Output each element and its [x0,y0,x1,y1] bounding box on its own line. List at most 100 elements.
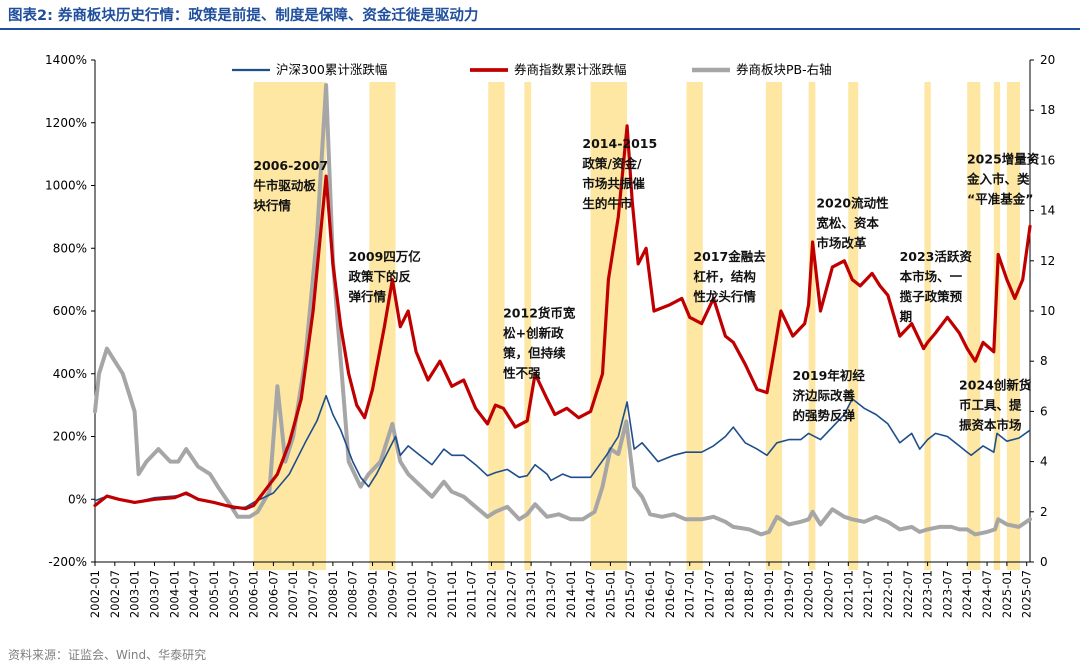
chart-title: 图表2: 券商板块历史行情：政策是前提、制度是保障、资金迁徙是驱动力 [8,8,479,24]
annotation-line: 松+创新政 [503,325,564,340]
x-tick-label: 2020-07 [821,570,835,618]
annotation-line: 济边际改善 [793,388,856,403]
x-tick-label: 2018-07 [742,570,756,618]
legend-label-pb: 券商板块PB-右轴 [736,62,832,77]
x-tick-label: 2006-01 [247,570,261,618]
y-right-tick-label: 18 [1040,103,1055,117]
annotation-line: 弹行情 [348,289,386,304]
x-tick-label: 2014-07 [584,570,598,618]
x-tick-label: 2009-01 [366,570,380,618]
x-tick-label: 2022-07 [901,570,915,618]
x-tick-label: 2005-01 [207,570,221,618]
y-right-tick-label: 16 [1040,153,1055,167]
x-tick-label: 2017-01 [683,570,697,618]
x-tick-label: 2019-07 [782,570,796,618]
annotation-line: 市场共振催 [582,176,645,191]
annotation-line: 块行情 [253,198,291,213]
x-tick-label: 2006-07 [266,570,280,618]
annotation-line: 2025增量资 [967,152,1040,167]
shaded-periods [253,82,1020,570]
source-note: 资料来源：证监会、Wind、华泰研究 [8,648,207,662]
x-tick-label: 2015-07 [623,570,637,618]
annotation-line: 牛市驱动板 [253,178,316,193]
x-tick-label: 2003-07 [147,570,161,618]
x-tick-label: 2023-07 [940,570,954,618]
x-tick-label: 2012-07 [504,570,518,618]
annotation-line: 2017金融去 [693,249,766,264]
annotation-line: 2019年初经 [793,368,866,383]
shaded-period-12 [1006,82,1020,570]
annotation-line: 政策下的反 [348,269,411,284]
y-right-tick-label: 8 [1040,354,1048,368]
shaded-period-10 [967,82,981,570]
series-line-hs300 [94,394,1031,510]
shaded-period-4 [590,82,628,570]
shaded-period-1 [369,82,396,570]
x-tick-label: 2013-01 [524,570,538,618]
y-right-tick-label: 2 [1040,505,1048,519]
y-left-tick-label: 1400% [45,53,87,67]
y-right-tick-label: 6 [1040,404,1048,418]
y-right-tick-label: 0 [1040,555,1048,569]
y-right-tick-label: 10 [1040,304,1055,318]
title-underline [0,28,1080,30]
x-tick-label: 2025-07 [1020,570,1034,618]
shaded-period-5 [686,82,703,570]
x-tick-label: 2002-07 [108,570,122,618]
annotation-line: 振资本市场 [959,417,1022,432]
x-tick-label: 2003-01 [128,570,142,618]
x-tick-label: 2022-01 [881,570,895,618]
x-tick-label: 2025-01 [1000,570,1014,618]
x-tick-label: 2012-01 [484,570,498,618]
annotation-line: “平准基金” [967,192,1033,207]
x-tick-label: 2023-01 [921,570,935,618]
annotation-line: 性龙头行情 [692,289,756,304]
annotation-line: 生的牛市 [582,196,633,211]
x-tick-label: 2024-07 [980,570,994,618]
annotation-line: 政策/资金/ [582,156,642,171]
x-tick-label: 2004-07 [187,570,201,618]
shaded-period-2 [488,82,505,570]
annotation-line: 杠杆，结构 [693,269,756,284]
annotation-line: 2024创新货 [959,377,1032,392]
x-tick-label: 2020-01 [802,570,816,618]
x-tick-label: 2011-07 [465,570,479,618]
x-tick-label: 2008-07 [346,570,360,618]
y-left-tick-label: 1000% [45,179,87,193]
x-tick-label: 2021-07 [861,570,875,618]
annotation-line: 2009四万亿 [348,249,420,264]
annotation-line: 币工具、提 [959,397,1022,412]
x-tick-label: 2009-07 [385,570,399,618]
annotation-line: 市场改革 [816,235,867,250]
y-left-tick-label: 200% [53,430,87,444]
annotation-line: 策，但持续 [503,345,566,360]
annotation-line: 宽松、资本 [815,215,879,230]
y-right-tick-label: 14 [1040,204,1055,218]
shaded-period-8 [848,82,859,570]
x-tick-label: 2007-07 [306,570,320,618]
x-tick-label: 2016-07 [663,570,677,618]
y-right-tick-label: 12 [1040,254,1055,268]
annotation-line: 2020流动性 [816,195,889,210]
annotation-line: 性不强 [502,365,541,380]
shaded-period-9 [924,82,931,570]
series-lines [93,83,1032,537]
series-line-broker [93,124,1032,511]
annotation-line: 2014-2015 [582,136,657,151]
x-tick-label: 2019-01 [762,570,776,618]
y-left-tick-label: 1200% [45,116,87,130]
annotation-line: 本市场、一 [900,269,963,284]
annotation-line: 2012货币宽 [503,305,576,320]
x-tick-label: 2021-01 [841,570,855,618]
annotation-line: 揽子政策预 [900,289,963,304]
x-tick-label: 2017-07 [703,570,717,618]
annotation-line: 的强势反弹 [793,408,856,423]
y-right-tick-label: 4 [1040,455,1048,469]
x-tick-label: 2004-01 [167,570,181,618]
x-tick-label: 2007-01 [286,570,300,618]
